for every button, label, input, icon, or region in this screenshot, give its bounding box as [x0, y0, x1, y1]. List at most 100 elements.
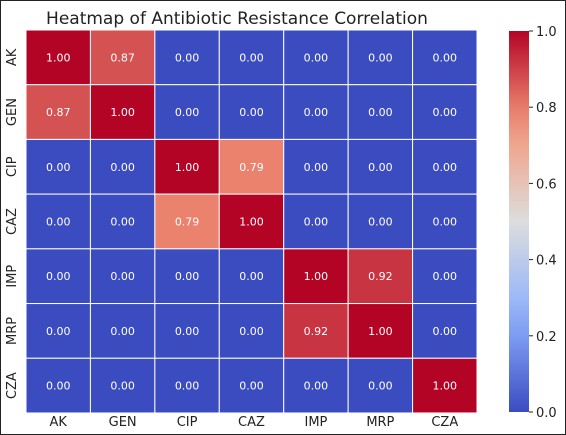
cell-value-label: 0.00: [175, 106, 200, 119]
cell-value-label: 0.00: [110, 380, 135, 393]
cell-value-label: 0.00: [304, 380, 329, 393]
y-tick-label: CZA: [5, 372, 20, 399]
heatmap-cell: [89, 29, 156, 86]
cell-value-label: 0.00: [304, 106, 329, 119]
colorbar-tick-label: 0.8: [536, 101, 557, 116]
heatmap-cells: 1.00 0.87 0.00 0.00 0.00 0.00 0.00 0.87 1.00 0.00…: [25, 29, 478, 414]
cell-value-label: 0.92: [368, 270, 393, 283]
heatmap-cell: [283, 84, 349, 140]
x-axis-ticks: AK GEN CIP CAZ IMP MRP CZA: [50, 415, 459, 430]
cell-value-label: 1.00: [368, 325, 393, 338]
heatmap-cell: [347, 138, 414, 195]
x-tick-label: CAZ: [238, 415, 265, 430]
y-axis-ticks: AK GEN CIP CAZ IMP MRP CZA: [5, 48, 20, 399]
x-tick-label: MRP: [366, 415, 394, 430]
chart-title: Heatmap of Antibiotic Resistance Correla…: [46, 9, 428, 29]
heatmap-cell: [218, 193, 285, 250]
heatmap-cell: [25, 29, 91, 86]
colorbar-tick-label: 0.6: [536, 177, 557, 192]
heatmap-cell: [283, 303, 349, 359]
heatmap-cell: [25, 303, 91, 359]
cell-value-label: 0.00: [239, 380, 264, 393]
cell-value-label: 0.00: [110, 270, 135, 283]
heatmap-cell: [89, 138, 156, 195]
cell-value-label: 0.79: [239, 161, 264, 174]
heatmap-cell: [25, 357, 91, 414]
heatmap-cell: [154, 357, 220, 414]
heatmap-cell: [25, 193, 91, 250]
cell-value-label: 0.00: [433, 51, 458, 64]
cell-value-label: 0.00: [46, 270, 71, 283]
cell-value-label: 0.00: [239, 325, 264, 338]
cell-value-label: 0.00: [175, 325, 200, 338]
colorbar: 0.0 0.2 0.4 0.6 0.8 1.0: [509, 25, 557, 421]
y-tick-label: CIP: [5, 156, 20, 177]
heatmap-cell: [154, 29, 220, 86]
cell-value-label: 0.00: [175, 380, 200, 393]
cell-value-label: 1.00: [110, 106, 135, 119]
heatmap-cell: [25, 84, 91, 140]
cell-value-label: 0.00: [110, 215, 135, 228]
heatmap-cell: [154, 84, 220, 140]
cell-value-label: 0.92: [304, 325, 329, 338]
cell-value-label: 0.00: [433, 325, 458, 338]
cell-value-label: 0.00: [433, 106, 458, 119]
heatmap-cell: [283, 357, 349, 414]
cell-value-label: 0.00: [110, 325, 135, 338]
y-tick-label: IMP: [5, 265, 20, 288]
y-tick-label: CAZ: [5, 208, 20, 235]
x-tick-label: CZA: [431, 415, 458, 430]
colorbar-tick-label: 0.0: [536, 406, 557, 421]
heatmap-cell: [89, 303, 156, 359]
y-tick-label: MRP: [5, 317, 20, 345]
cell-value-label: 0.00: [368, 215, 393, 228]
cell-value-label: 0.87: [110, 51, 135, 64]
colorbar-tick-label: 1.0: [536, 25, 557, 40]
cell-value-label: 0.00: [368, 106, 393, 119]
heatmap-cell: [25, 248, 91, 305]
heatmap-cell: [347, 29, 414, 86]
x-tick-label: IMP: [304, 415, 327, 430]
x-tick-label: AK: [50, 415, 68, 430]
cell-value-label: 0.00: [46, 380, 71, 393]
cell-value-label: 0.00: [239, 51, 264, 64]
colorbar-gradient: [509, 31, 529, 412]
cell-value-label: 0.00: [175, 270, 200, 283]
cell-value-label: 0.00: [433, 215, 458, 228]
cell-value-label: 0.00: [304, 161, 329, 174]
cell-value-label: 0.00: [433, 161, 458, 174]
heatmap-cell: [347, 193, 414, 250]
cell-value-label: 0.00: [304, 215, 329, 228]
heatmap-cell: [412, 193, 478, 250]
colorbar-tick-label: 0.2: [536, 330, 557, 345]
heatmap-cell: [154, 138, 220, 195]
x-tick-label: CIP: [177, 415, 198, 430]
y-tick-label: GEN: [5, 98, 20, 126]
colorbar-tick-label: 0.4: [536, 254, 557, 269]
cell-value-label: 1.00: [46, 51, 71, 64]
cell-value-label: 0.00: [46, 215, 71, 228]
heatmap-cell: [154, 248, 220, 305]
cell-value-label: 0.00: [368, 51, 393, 64]
heatmap-cell: [412, 357, 478, 414]
cell-value-label: 0.00: [46, 161, 71, 174]
heatmap-cell: [412, 303, 478, 359]
cell-value-label: 0.00: [368, 380, 393, 393]
heatmap-cell: [412, 84, 478, 140]
cell-value-label: 1.00: [175, 161, 200, 174]
y-tick-label: AK: [5, 48, 20, 66]
cell-value-label: 0.00: [46, 325, 71, 338]
cell-value-label: 1.00: [433, 380, 458, 393]
cell-value-label: 1.00: [304, 270, 329, 283]
heatmap-cell: [89, 193, 156, 250]
cell-value-label: 0.79: [175, 215, 200, 228]
cell-value-label: 0.00: [433, 270, 458, 283]
cell-value-label: 0.00: [239, 270, 264, 283]
cell-value-label: 0.00: [304, 51, 329, 64]
heatmap-cell: [412, 138, 478, 195]
heatmap-cell: [218, 303, 285, 359]
heatmap-cell: [218, 138, 285, 195]
cell-value-label: 0.00: [175, 51, 200, 64]
